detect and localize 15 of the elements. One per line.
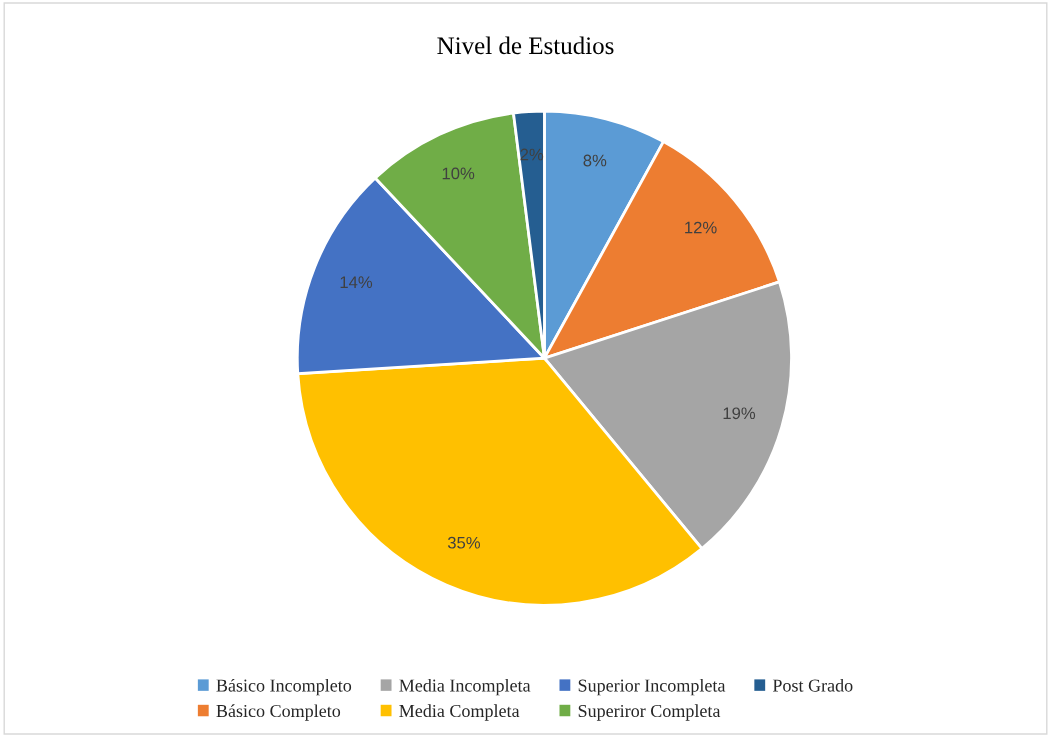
data-label: 35% — [447, 536, 481, 549]
data-label: 8% — [583, 154, 607, 167]
legend-label: Básico Completo — [216, 704, 341, 721]
data-label: 2% — [520, 148, 544, 161]
legend-label: Superior Incompleta — [578, 678, 726, 696]
legend-label: Media Completa — [399, 704, 520, 721]
data-label: 14% — [340, 276, 373, 288]
legend-label: Básico Incompleto — [216, 678, 352, 696]
legend-label: Superiror Completa — [578, 704, 721, 721]
legend-label: Media Incompleta — [399, 678, 531, 696]
legend-label: Post Grado — [772, 678, 853, 692]
data-label: 10% — [442, 167, 475, 180]
data-label: 12% — [685, 221, 717, 234]
data-label: 19% — [723, 407, 756, 420]
chart-title: Nivel de Estudios — [437, 36, 614, 55]
